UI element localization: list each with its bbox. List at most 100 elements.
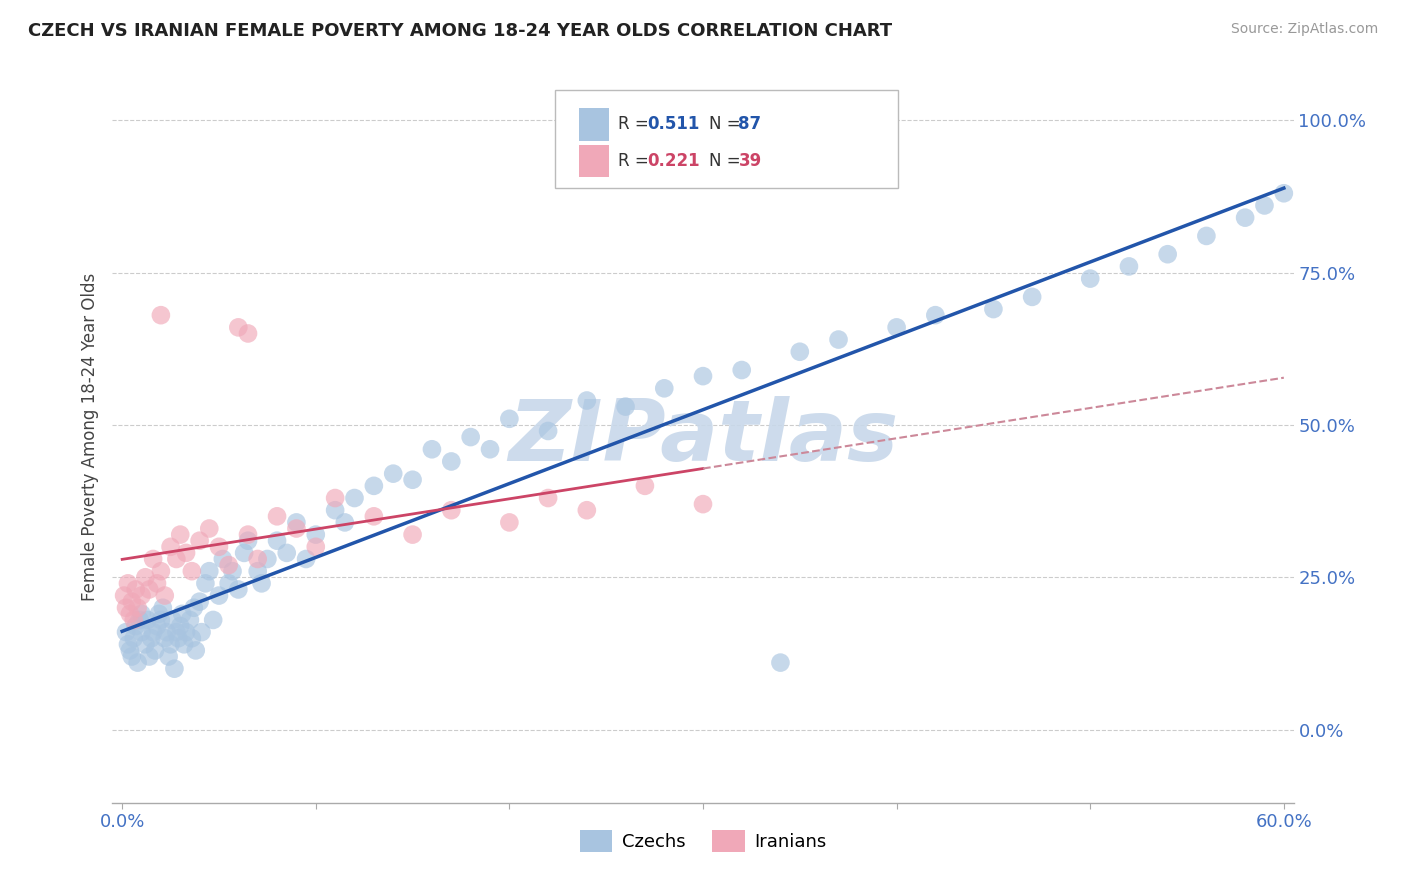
Point bbox=[131, 589, 153, 603]
Point bbox=[202, 613, 225, 627]
Point bbox=[634, 479, 657, 493]
Point bbox=[983, 301, 1005, 317]
Point bbox=[323, 503, 346, 517]
FancyBboxPatch shape bbox=[555, 90, 898, 188]
Point bbox=[169, 527, 191, 541]
Point bbox=[183, 600, 205, 615]
Text: 39: 39 bbox=[738, 152, 762, 169]
Point bbox=[218, 576, 240, 591]
Point bbox=[827, 333, 849, 347]
Point bbox=[233, 546, 256, 560]
Point bbox=[165, 625, 187, 640]
Point bbox=[163, 662, 186, 676]
Point bbox=[246, 552, 269, 566]
Point bbox=[184, 643, 207, 657]
Text: ZIPatlas: ZIPatlas bbox=[508, 395, 898, 479]
Point bbox=[117, 576, 139, 591]
Point bbox=[575, 393, 598, 408]
Point bbox=[142, 625, 165, 640]
Text: Source: ZipAtlas.com: Source: ZipAtlas.com bbox=[1230, 22, 1378, 37]
Point bbox=[141, 632, 163, 646]
Point bbox=[131, 607, 153, 621]
Point bbox=[537, 424, 560, 438]
Point bbox=[194, 576, 217, 591]
Point bbox=[159, 540, 181, 554]
Point bbox=[323, 491, 346, 505]
Point bbox=[112, 589, 135, 603]
Point bbox=[180, 564, 202, 578]
Point bbox=[363, 509, 385, 524]
Point bbox=[157, 649, 180, 664]
Point bbox=[159, 637, 181, 651]
Point bbox=[420, 442, 443, 457]
Point bbox=[118, 607, 141, 621]
Point bbox=[614, 400, 637, 414]
Point bbox=[198, 564, 221, 578]
Point bbox=[115, 625, 138, 640]
Point bbox=[305, 540, 328, 554]
Point bbox=[188, 594, 211, 608]
Point bbox=[886, 320, 908, 334]
Point bbox=[228, 320, 250, 334]
Point bbox=[401, 473, 423, 487]
Point bbox=[128, 613, 150, 627]
Point bbox=[333, 516, 356, 530]
Point bbox=[575, 503, 598, 517]
Point bbox=[1234, 211, 1257, 225]
Point bbox=[146, 576, 169, 591]
Text: N =: N = bbox=[709, 115, 745, 133]
Point bbox=[228, 582, 250, 597]
Point bbox=[236, 326, 259, 341]
Point bbox=[652, 381, 675, 395]
Point bbox=[122, 613, 145, 627]
Point bbox=[174, 546, 197, 560]
Point bbox=[769, 656, 792, 670]
Point bbox=[363, 479, 385, 493]
Point bbox=[246, 564, 269, 578]
Text: N =: N = bbox=[709, 152, 745, 169]
Point bbox=[127, 600, 149, 615]
Point bbox=[1021, 290, 1043, 304]
Point bbox=[143, 643, 166, 657]
Point bbox=[440, 454, 463, 468]
Point bbox=[236, 527, 259, 541]
Point bbox=[266, 509, 288, 524]
Point bbox=[152, 600, 174, 615]
Point bbox=[149, 308, 172, 322]
Point bbox=[382, 467, 405, 481]
Point bbox=[165, 552, 187, 566]
Point bbox=[156, 625, 179, 640]
Point bbox=[256, 552, 278, 566]
Point bbox=[172, 607, 194, 621]
Point bbox=[1195, 229, 1218, 244]
Point bbox=[1078, 271, 1101, 285]
Point bbox=[146, 619, 169, 633]
Point bbox=[211, 552, 233, 566]
Point bbox=[266, 533, 288, 548]
Point bbox=[134, 637, 156, 651]
Point bbox=[479, 442, 502, 457]
Point bbox=[401, 527, 423, 541]
Point bbox=[1272, 186, 1295, 201]
Point bbox=[174, 625, 197, 640]
Point bbox=[236, 533, 259, 548]
Point bbox=[190, 625, 212, 640]
Point bbox=[131, 625, 153, 640]
Text: R =: R = bbox=[619, 152, 654, 169]
Point bbox=[122, 632, 145, 646]
Text: 87: 87 bbox=[738, 115, 762, 133]
Point bbox=[173, 637, 195, 651]
Text: R =: R = bbox=[619, 115, 654, 133]
Point bbox=[343, 491, 366, 505]
Point bbox=[250, 576, 273, 591]
Point bbox=[537, 491, 560, 505]
Point bbox=[1253, 198, 1275, 212]
Point bbox=[127, 656, 149, 670]
Point bbox=[179, 613, 201, 627]
Point bbox=[498, 412, 520, 426]
Point bbox=[153, 589, 176, 603]
Point bbox=[440, 503, 463, 517]
Point bbox=[148, 607, 170, 621]
Text: CZECH VS IRANIAN FEMALE POVERTY AMONG 18-24 YEAR OLDS CORRELATION CHART: CZECH VS IRANIAN FEMALE POVERTY AMONG 18… bbox=[28, 22, 893, 40]
Point bbox=[138, 582, 160, 597]
